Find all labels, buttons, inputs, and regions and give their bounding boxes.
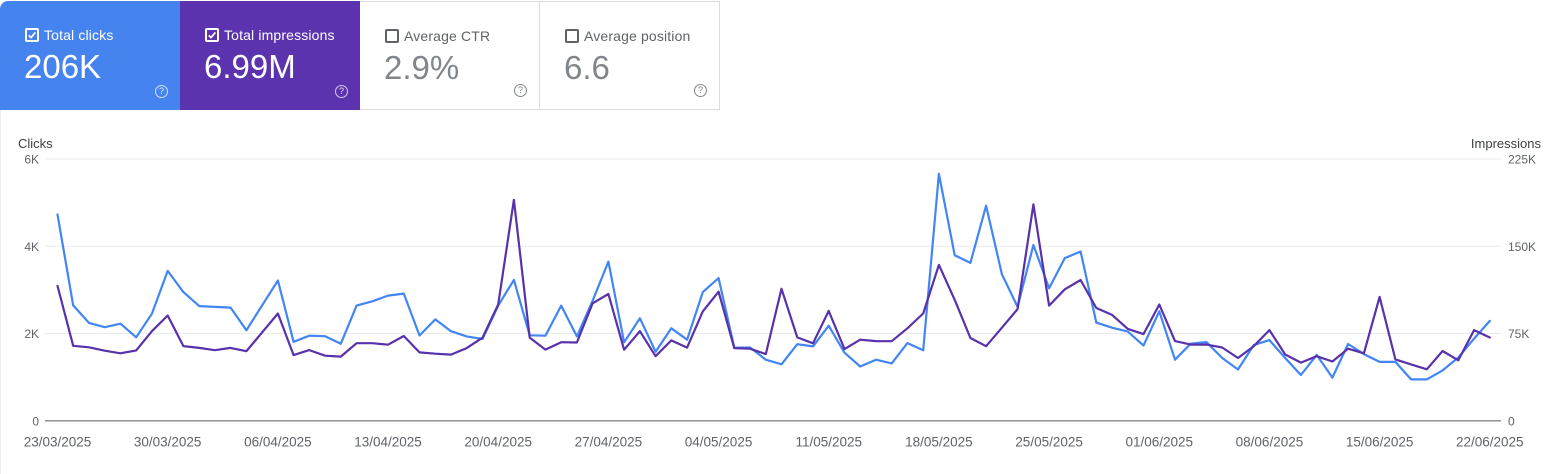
- x-axis-date-label: 04/05/2025: [685, 435, 753, 450]
- card-total-clicks[interactable]: Total clicks 206K ?: [0, 1, 180, 110]
- series-line-clicks: [56, 172, 1491, 381]
- left-axis-tick: 6K: [24, 153, 39, 167]
- card-value: 6.99M: [204, 48, 296, 85]
- left-axis-tick: 4K: [24, 240, 39, 254]
- x-axis-date-label: 18/05/2025: [905, 435, 973, 450]
- x-axis-date-label: 01/06/2025: [1125, 435, 1193, 450]
- x-axis-date-label: 27/04/2025: [575, 435, 643, 450]
- x-axis-date-label: 23/03/2025: [24, 435, 92, 450]
- card-total-impressions[interactable]: Total impressions 6.99M ?: [180, 1, 360, 110]
- left-axis-tick: 2K: [24, 327, 39, 341]
- checkbox-checked-icon[interactable]: [205, 27, 219, 42]
- line-chart-plot[interactable]: 0 2K 4K 6K 0 75K 150K 225K 23/03/2025 30/03/2025 0…: [1, 110, 1557, 474]
- card-label: Total clicks: [44, 26, 114, 43]
- checkbox-unchecked-icon[interactable]: [565, 28, 579, 43]
- card-value: 2.9%: [384, 49, 460, 86]
- x-axis-date-label: 06/04/2025: [244, 435, 312, 450]
- right-axis-tick: 0: [1508, 414, 1515, 428]
- right-axis-title: Impressions: [1470, 136, 1541, 151]
- card-label: Total impressions: [224, 26, 335, 43]
- help-icon[interactable]: ?: [155, 85, 168, 98]
- card-label: Average CTR: [404, 27, 491, 44]
- x-axis-date-label: 15/06/2025: [1346, 435, 1414, 450]
- series-line-impressions: [56, 198, 1491, 371]
- left-axis-title: Clicks: [18, 136, 53, 151]
- card-label: Average position: [584, 27, 691, 44]
- performance-chart: Clicks Impressions 0 2K 4K 6K 0 75K 150K 225K 23…: [0, 110, 1557, 474]
- card-average-position[interactable]: Average position 6.6 ?: [540, 1, 720, 110]
- left-axis-tick: 0: [32, 414, 39, 428]
- card-average-ctr[interactable]: Average CTR 2.9% ?: [360, 1, 540, 110]
- x-axis-date-label: 25/05/2025: [1015, 435, 1083, 450]
- right-axis-tick: 75K: [1508, 327, 1529, 341]
- card-value: 6.6: [564, 49, 610, 86]
- checkbox-unchecked-icon[interactable]: [385, 28, 399, 43]
- metric-cards: Total clicks 206K ? Total impressions 6.…: [0, 1, 720, 110]
- help-icon[interactable]: ?: [335, 85, 348, 98]
- right-axis-tick: 150K: [1508, 240, 1536, 254]
- help-icon[interactable]: ?: [514, 84, 527, 97]
- right-axis-tick: 225K: [1508, 153, 1536, 167]
- x-axis-date-label: 13/04/2025: [354, 435, 422, 450]
- help-icon[interactable]: ?: [694, 84, 707, 97]
- checkbox-checked-icon[interactable]: [25, 27, 39, 42]
- card-value: 206K: [24, 48, 102, 85]
- x-axis-date-label: 11/05/2025: [795, 435, 862, 450]
- x-axis-date-label: 30/03/2025: [134, 435, 202, 450]
- x-axis-date-label: 20/04/2025: [464, 435, 532, 450]
- x-axis-date-label: 08/06/2025: [1236, 435, 1304, 450]
- x-axis-date-label: 22/06/2025: [1456, 435, 1524, 450]
